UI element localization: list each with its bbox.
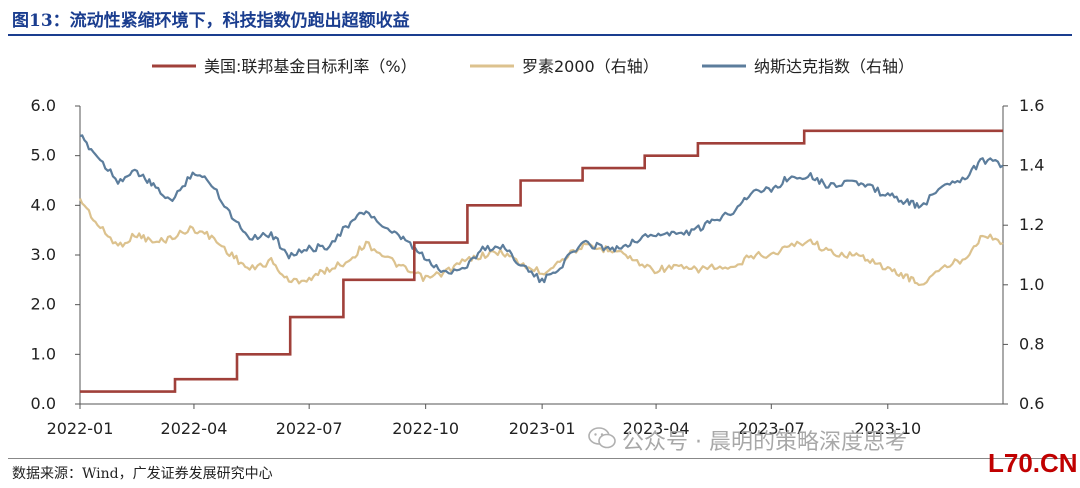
source-note: 数据来源：Wind，广发证券发展研究中心 — [12, 466, 273, 482]
y-right-tick-label: 1.6 — [1019, 96, 1044, 115]
x-tick-label: 2022-10 — [392, 419, 459, 438]
y-right-tick-label: 1.4 — [1019, 156, 1044, 175]
wechat-icon — [588, 427, 616, 449]
x-tick-label: 2023-01 — [509, 419, 576, 438]
line-russell-2000 — [78, 197, 1004, 286]
watermark-text: 公众号 · 晨明的策略深度思考 — [622, 430, 907, 455]
line-nasdaq — [79, 134, 1004, 284]
legend-label: 美国:联邦基金目标利率（%） — [204, 57, 417, 76]
y-left-tick-label: 1.0 — [31, 344, 56, 363]
figure-title: 图13：流动性紧缩环境下，科技指数仍跑出超额收益 — [12, 11, 410, 31]
title-rule — [8, 34, 1072, 36]
legend-label: 纳斯达克指数（右轴） — [754, 57, 914, 76]
legend: 美国:联邦基金目标利率（%） 罗素2000（右轴） 纳斯达克指数（右轴） — [152, 57, 914, 76]
footer-rule — [8, 458, 1072, 459]
y-right-tick-label: 1.0 — [1019, 275, 1044, 294]
legend-label: 罗素2000（右轴） — [522, 57, 659, 76]
y-right-tick-label: 0.6 — [1019, 394, 1044, 413]
x-tick-label: 2023-10 — [854, 419, 921, 438]
x-tick-label: 2023-04 — [623, 419, 690, 438]
y-left-tick-label: 4.0 — [31, 195, 56, 214]
y-left-tick-label: 2.0 — [31, 295, 56, 314]
site-mark: L70.CN — [988, 448, 1078, 478]
y-right-tick-label: 0.8 — [1019, 334, 1044, 353]
y-left-tick-label: 3.0 — [31, 245, 56, 264]
x-tick-label: 2022-07 — [276, 419, 343, 438]
line-fed-funds-rate — [80, 129, 1003, 393]
x-tick-label: 2022-01 — [47, 419, 114, 438]
x-tick-label: 2023-07 — [738, 419, 805, 438]
series-lines — [78, 129, 1004, 393]
y-right-tick-label: 1.2 — [1019, 215, 1044, 234]
axes: 0.0 1.0 2.0 3.0 4.0 5.0 6.0 0.6 0.8 1.0 1.2 1.4 1.6 2… — [31, 96, 1045, 438]
x-tick-label: 2022-04 — [161, 419, 228, 438]
y-left-tick-label: 6.0 — [31, 96, 56, 115]
y-left-tick-label: 0.0 — [31, 394, 56, 413]
y-left-tick-label: 5.0 — [31, 146, 56, 165]
chart: 美国:联邦基金目标利率（%） 罗素2000（右轴） 纳斯达克指数（右轴） 0.0 1.… — [31, 57, 1045, 438]
